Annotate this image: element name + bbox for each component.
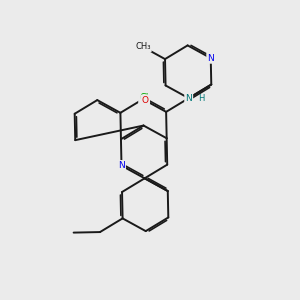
Text: N: N <box>185 94 192 103</box>
Text: H: H <box>198 94 205 103</box>
Text: Cl: Cl <box>140 94 149 103</box>
Text: O: O <box>141 96 148 105</box>
Text: CH₃: CH₃ <box>135 43 151 52</box>
Text: N: N <box>207 54 214 63</box>
Text: N: N <box>118 161 125 170</box>
